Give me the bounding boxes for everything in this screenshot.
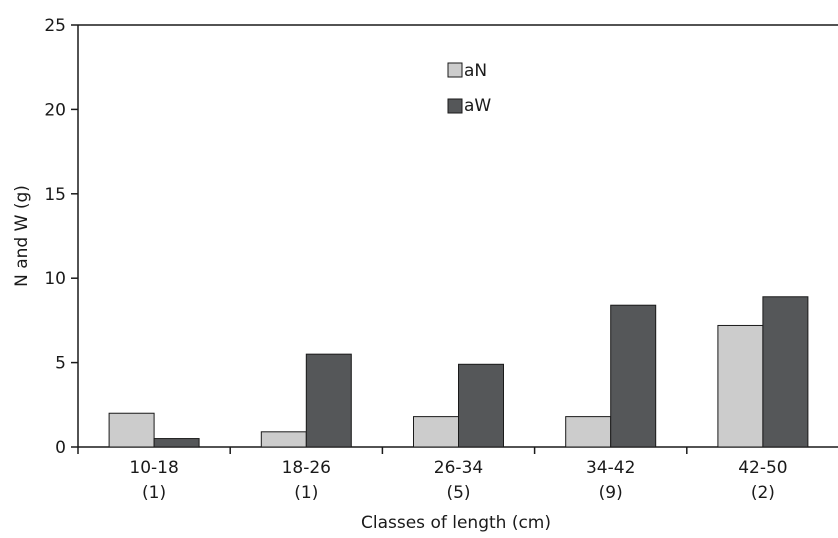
bar-an-42-50 <box>717 324 764 448</box>
x-tick-count-label: (1) <box>294 483 318 503</box>
x-axis: 10-18 (1) 18-26 (1) 26-34 (5) 34-42 (9) 42-50 (2) <box>77 447 788 503</box>
legend-label-an: aN <box>464 61 487 81</box>
x-tick-count-label: (2) <box>751 483 775 503</box>
legend: aN aW <box>447 61 491 116</box>
x-tick-label: 26-34 <box>434 458 483 478</box>
legend-item-aw: aW <box>447 96 491 116</box>
x-tick-count-label: (1) <box>142 483 166 503</box>
bar-aw-26-34 <box>458 363 504 448</box>
bar-an-34-42 <box>565 416 612 448</box>
x-tick-count-label: (9) <box>599 483 623 503</box>
bar-an-18-26 <box>260 431 307 448</box>
legend-item-an: aN <box>447 61 487 81</box>
x-axis-title: Classes of length (cm) <box>361 513 551 533</box>
legend-label-aw: aW <box>464 96 491 116</box>
bar-aw-34-42 <box>610 304 657 448</box>
y-tick-label: 10 <box>44 269 66 289</box>
y-axis-title: N and W (g) <box>12 185 32 287</box>
bars <box>108 296 809 448</box>
x-tick-label: 34-42 <box>586 458 635 478</box>
y-tick-label: 25 <box>44 16 66 36</box>
bar-an-10-18 <box>108 412 155 448</box>
legend-swatch-aw <box>447 98 463 114</box>
legend-swatch-an <box>447 62 463 78</box>
x-tick-label: 18-26 <box>282 458 331 478</box>
x-tick-label: 42-50 <box>738 458 787 478</box>
y-tick-label: 20 <box>44 100 66 120</box>
y-tick-label: 15 <box>44 185 66 205</box>
x-tick-label: 10-18 <box>129 458 178 478</box>
bar-an-26-34 <box>413 416 459 448</box>
y-tick-label: 0 <box>55 438 66 458</box>
y-tick-label: 5 <box>55 354 66 374</box>
x-tick-count-label: (5) <box>446 483 470 503</box>
bar-aw-18-26 <box>305 353 352 448</box>
bar-aw-42-50 <box>762 296 809 448</box>
y-axis: 0 5 10 15 20 25 <box>44 16 78 458</box>
bar-aw-10-18 <box>153 438 200 448</box>
